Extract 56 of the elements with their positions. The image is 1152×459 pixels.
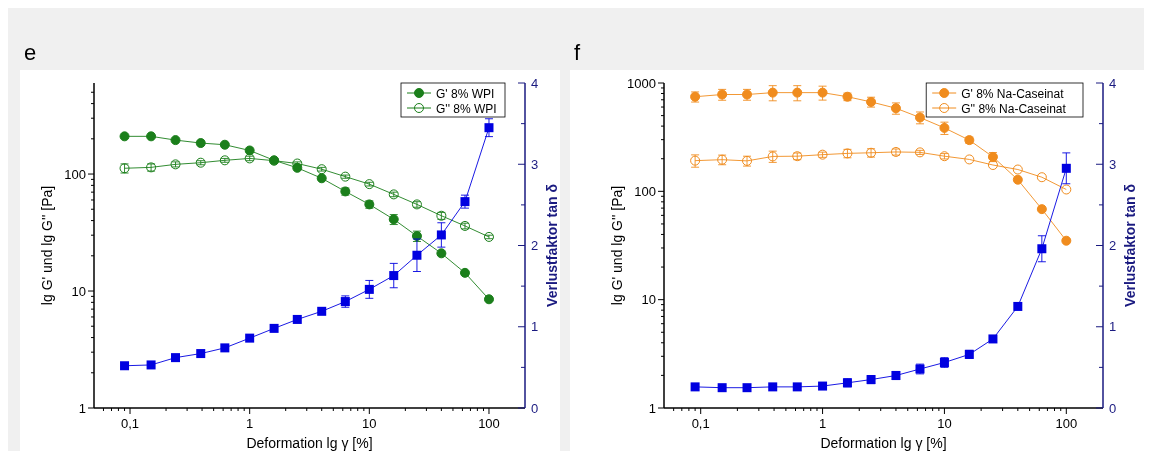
y2-tick-label: 0 xyxy=(531,400,539,416)
point xyxy=(1036,172,1047,183)
y-tick-label: 100 xyxy=(634,183,656,199)
point xyxy=(767,87,778,98)
y2-axis-title: Verlustfaktor tan δ xyxy=(544,184,560,307)
y2-tick-label: 3 xyxy=(531,156,539,172)
y-tick-label: 1000 xyxy=(627,75,656,91)
y-tick-label: 10 xyxy=(641,292,656,308)
y2-tick-label: 0 xyxy=(1109,400,1117,416)
legend-label: G'' 8% WPI xyxy=(436,101,497,116)
point xyxy=(436,248,447,259)
point xyxy=(219,139,230,150)
y2-tick-label: 2 xyxy=(1109,238,1117,253)
point xyxy=(1061,235,1072,246)
x-axis-title: Deformation lg γ [%] xyxy=(820,435,947,451)
y2-tick-label: 4 xyxy=(531,75,539,91)
x-tick-label: 1 xyxy=(818,416,827,431)
y2-axis-title: Verlustfaktor tan δ xyxy=(1122,184,1138,307)
x-tick-label: 0,1 xyxy=(120,416,140,431)
point xyxy=(459,267,470,278)
point xyxy=(316,173,327,184)
y-tick-label: 1 xyxy=(78,400,86,416)
legend-label: G'' 8% Na-Caseinat xyxy=(961,101,1067,116)
x-tick-label: 10 xyxy=(937,416,952,431)
point xyxy=(244,145,255,156)
x-tick-label: 10 xyxy=(362,416,377,431)
point xyxy=(1012,174,1023,185)
x-axis-title: Deformation lg γ [%] xyxy=(246,435,373,451)
y-axis-title: lg G' und lg G'' [Pa] xyxy=(39,185,55,306)
y-tick-label: 1 xyxy=(648,400,656,416)
x-tick-label: 1 xyxy=(246,416,254,431)
y2-tick-label: 4 xyxy=(1109,75,1117,91)
point xyxy=(1061,184,1072,195)
point xyxy=(170,135,181,146)
point xyxy=(483,294,494,305)
point xyxy=(792,87,803,98)
point xyxy=(146,131,157,142)
x-tick-label: 0,1 xyxy=(691,416,710,431)
point xyxy=(1036,204,1047,215)
y-tick-label: 10 xyxy=(71,283,86,299)
point xyxy=(1012,164,1023,175)
y2-tick-label: 1 xyxy=(1109,319,1117,335)
chart-title: f xyxy=(574,40,581,65)
x-tick-label: 100 xyxy=(1055,416,1078,431)
x-tick-label: 100 xyxy=(478,416,500,431)
point xyxy=(195,138,206,149)
point xyxy=(964,154,975,165)
y-tick-label: 100 xyxy=(64,166,86,182)
legend-label: G' 8% WPI xyxy=(436,86,495,101)
y2-tick-label: 2 xyxy=(531,238,539,253)
point xyxy=(987,160,998,170)
y-axis-title: lg G' und lg G'' [Pa] xyxy=(609,185,625,306)
y2-tick-label: 3 xyxy=(1109,156,1117,172)
legend-label: G' 8% Na-Caseinat xyxy=(961,86,1065,101)
y2-tick-label: 1 xyxy=(531,319,539,335)
chart-title: e xyxy=(24,40,37,65)
